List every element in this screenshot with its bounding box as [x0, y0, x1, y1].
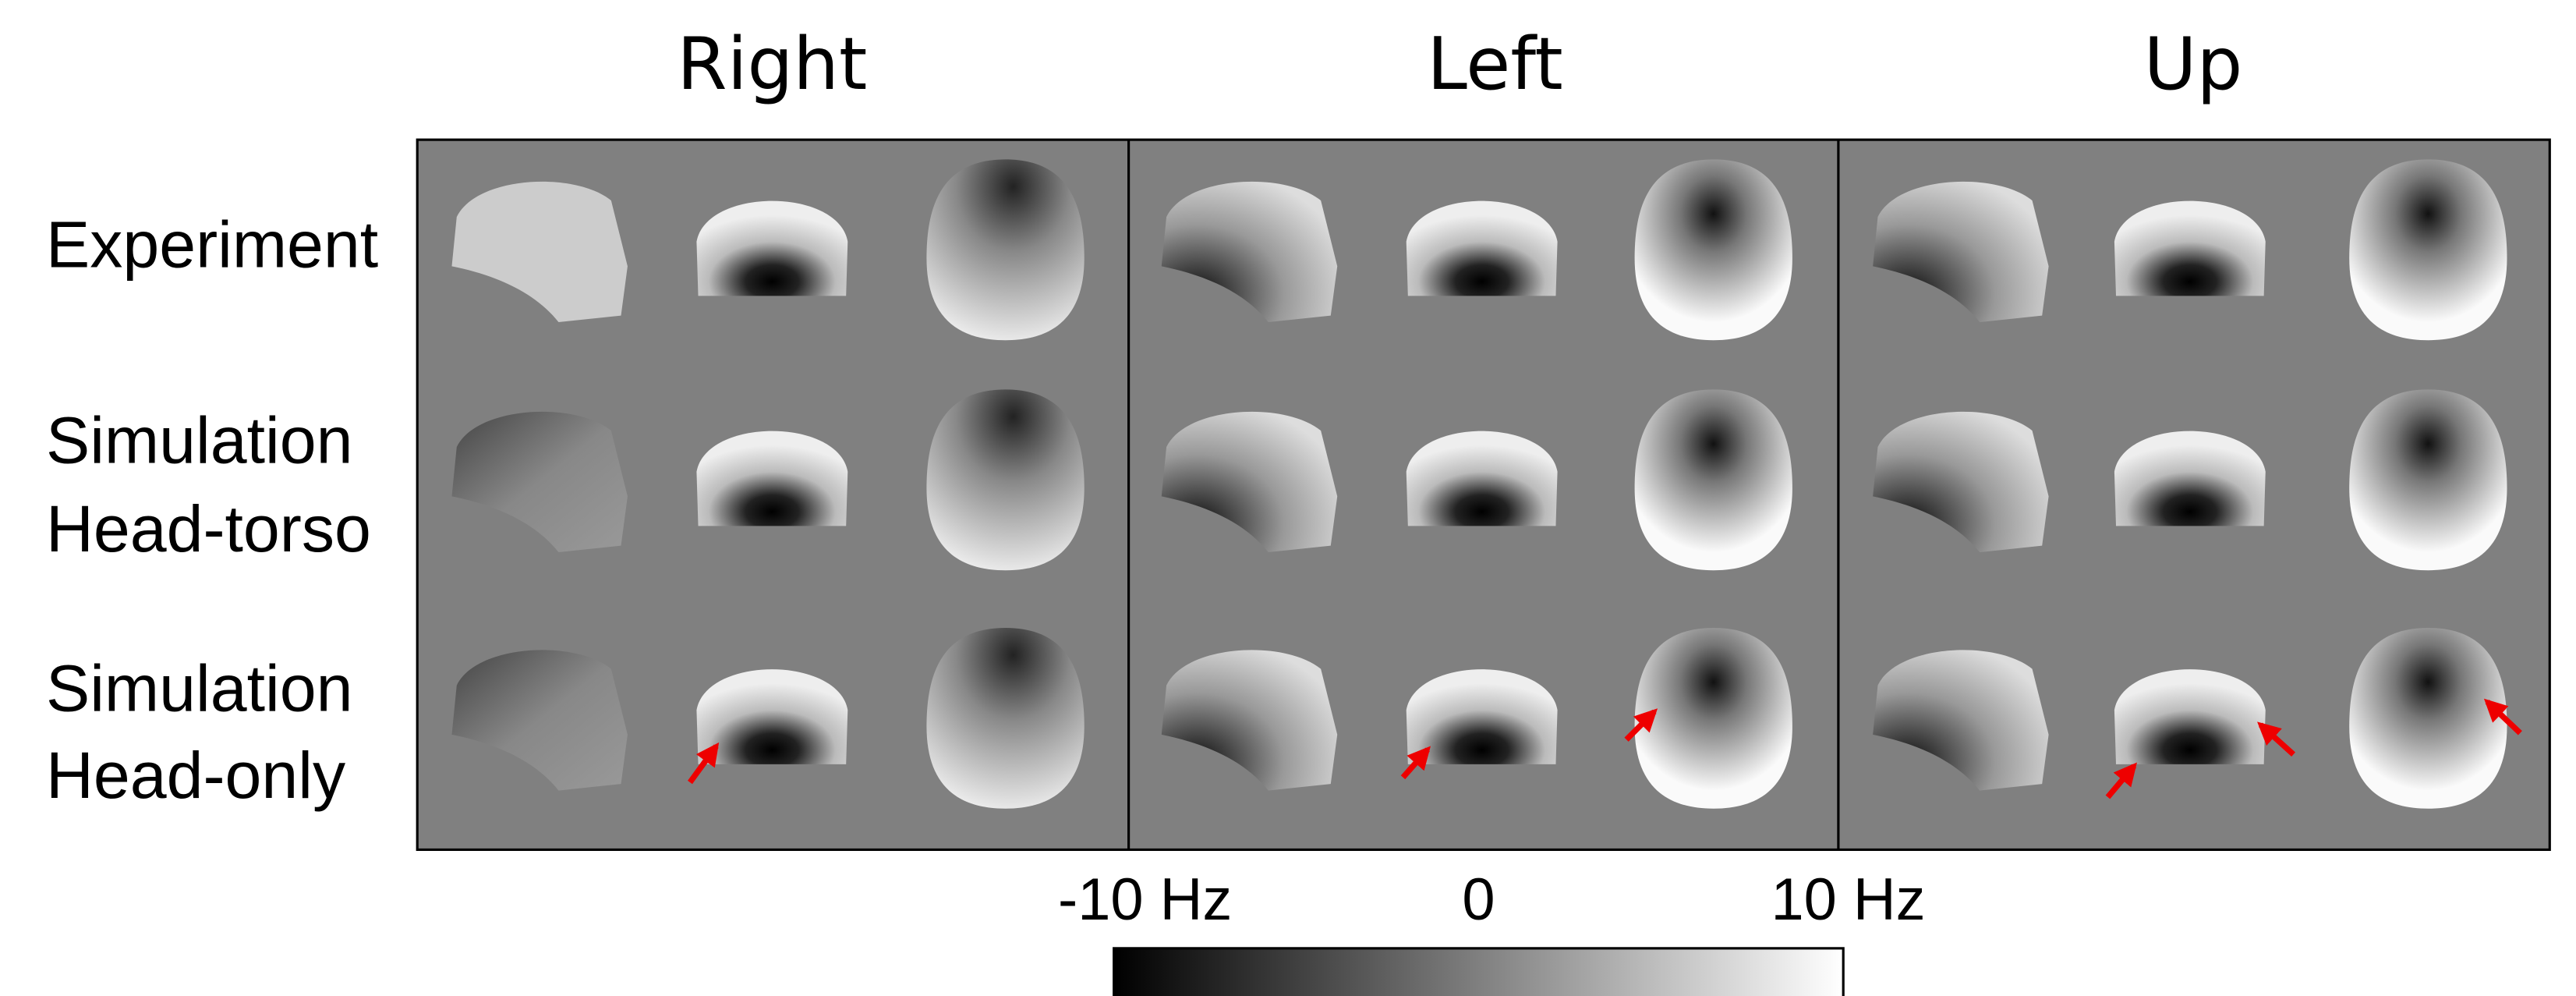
- row-label: Head-torso: [46, 492, 371, 565]
- field-map: [2114, 431, 2266, 526]
- row-label: Simulation: [46, 403, 352, 477]
- field-map: [926, 628, 1084, 809]
- field-map: [1635, 628, 1792, 809]
- field-map: [926, 159, 1084, 340]
- colorbar-label: -10 Hz: [1058, 867, 1232, 933]
- field-map: [2114, 669, 2266, 764]
- field-map: [696, 201, 847, 296]
- field-map: [1407, 669, 1558, 764]
- field-map: [2114, 201, 2266, 296]
- row-label: Head-only: [46, 739, 345, 812]
- field-map: [1635, 389, 1792, 570]
- field-map: [2349, 628, 2507, 809]
- field-map: [926, 389, 1084, 570]
- column-title: Left: [1427, 22, 1562, 106]
- field-map: [1635, 159, 1792, 340]
- colorbar-label: 10 Hz: [1771, 867, 1925, 933]
- figure: Right Left Up Experiment Simulation Head…: [0, 0, 2576, 996]
- colorbar: [1114, 948, 1844, 996]
- page: Right Left Up Experiment Simulation Head…: [0, 0, 2576, 996]
- colorbar-label: 0: [1462, 867, 1495, 933]
- row-label: Experiment: [46, 208, 378, 282]
- field-map: [2349, 159, 2507, 340]
- field-map: [696, 431, 847, 526]
- field-map: [696, 669, 847, 764]
- field-maps: [451, 159, 2507, 808]
- column-title: Right: [677, 22, 867, 106]
- row-label: Simulation: [46, 652, 352, 725]
- field-map: [1407, 431, 1558, 526]
- field-map: [1407, 201, 1558, 296]
- field-map: [2349, 389, 2507, 570]
- column-title: Up: [2144, 22, 2243, 106]
